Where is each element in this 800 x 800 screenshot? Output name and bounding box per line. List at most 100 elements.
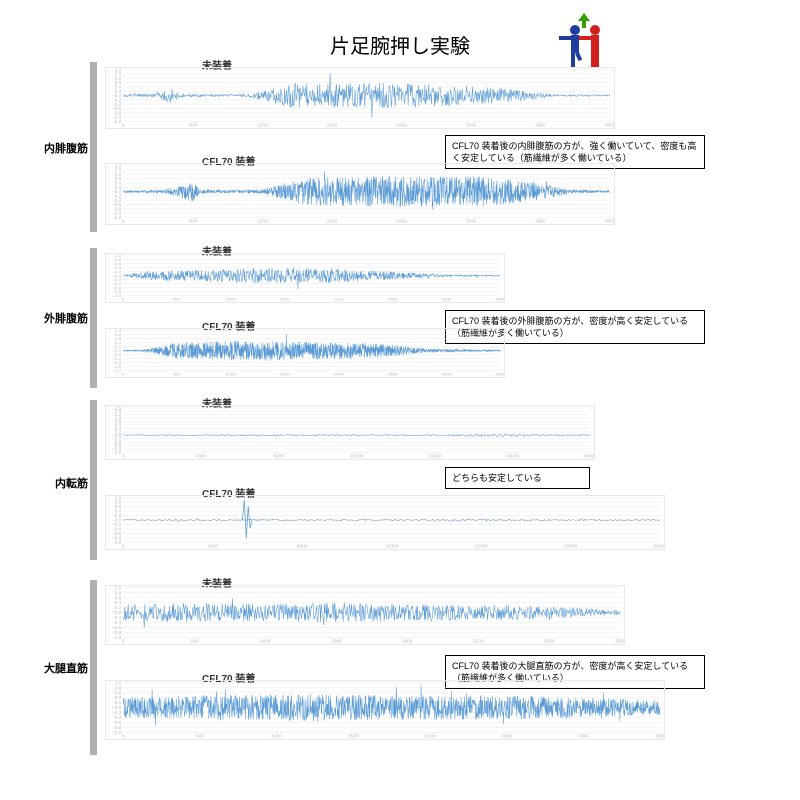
svg-text:-0.8: -0.8 bbox=[113, 536, 122, 541]
svg-text:1500: 1500 bbox=[348, 734, 359, 739]
svg-text:-0.4: -0.4 bbox=[113, 282, 122, 287]
svg-text:-1.0: -1.0 bbox=[113, 211, 122, 216]
svg-text:1000: 1000 bbox=[257, 219, 268, 224]
section-bar bbox=[90, 62, 97, 232]
svg-text:-0.6: -0.6 bbox=[113, 106, 122, 111]
svg-text:0.2: 0.2 bbox=[115, 89, 122, 94]
svg-text:-0.0: -0.0 bbox=[113, 610, 122, 615]
svg-text:1.0: 1.0 bbox=[115, 329, 122, 333]
svg-text:-0.4: -0.4 bbox=[113, 715, 122, 720]
svg-text:0: 0 bbox=[122, 734, 125, 739]
svg-text:3000: 3000 bbox=[441, 372, 452, 377]
svg-text:-0.0: -0.0 bbox=[113, 93, 122, 98]
svg-text:1500: 1500 bbox=[327, 123, 338, 128]
svg-text:0.2: 0.2 bbox=[115, 701, 122, 706]
svg-text:3500: 3500 bbox=[605, 219, 614, 224]
svg-text:-0.2: -0.2 bbox=[113, 523, 122, 528]
svg-text:0: 0 bbox=[122, 639, 125, 644]
svg-text:-0.8: -0.8 bbox=[113, 207, 122, 212]
svg-text:-1.0: -1.0 bbox=[113, 115, 122, 120]
svg-text:0: 0 bbox=[122, 454, 125, 459]
svg-text:1500: 1500 bbox=[331, 639, 342, 644]
svg-text:0.8: 0.8 bbox=[115, 172, 122, 177]
svg-text:0.4: 0.4 bbox=[115, 509, 122, 514]
svg-text:500: 500 bbox=[189, 219, 197, 224]
svg-text:-0.2: -0.2 bbox=[113, 710, 122, 715]
svg-text:0.8: 0.8 bbox=[115, 76, 122, 81]
svg-text:-1.0: -1.0 bbox=[113, 635, 122, 640]
svg-text:2000: 2000 bbox=[333, 297, 344, 302]
svg-text:-1.0: -1.0 bbox=[113, 294, 122, 299]
svg-text:0.6: 0.6 bbox=[115, 177, 122, 182]
svg-text:3000: 3000 bbox=[441, 297, 452, 302]
svg-text:4000: 4000 bbox=[207, 544, 218, 549]
svg-text:1.0: 1.0 bbox=[115, 254, 122, 258]
emg-chart: -1.0-0.8-0.6-0.4-0.2-0.00.20.40.60.81.00… bbox=[105, 253, 505, 303]
svg-text:-0.8: -0.8 bbox=[113, 365, 122, 370]
svg-text:1000: 1000 bbox=[257, 123, 268, 128]
experiment-icon bbox=[555, 10, 615, 70]
svg-text:-0.4: -0.4 bbox=[113, 620, 122, 625]
svg-text:-0.8: -0.8 bbox=[113, 725, 122, 730]
svg-text:3000: 3000 bbox=[578, 734, 589, 739]
section-bar bbox=[90, 580, 97, 755]
svg-text:20000: 20000 bbox=[564, 544, 578, 549]
svg-text:20000: 20000 bbox=[506, 454, 520, 459]
muscle-label: 外腓腹筋 bbox=[0, 310, 88, 326]
svg-text:-0.6: -0.6 bbox=[113, 720, 122, 725]
svg-text:1000: 1000 bbox=[226, 372, 237, 377]
svg-text:1.2: 1.2 bbox=[115, 68, 122, 72]
svg-text:-0.4: -0.4 bbox=[113, 357, 122, 362]
svg-text:2000: 2000 bbox=[425, 734, 436, 739]
svg-text:500: 500 bbox=[173, 372, 181, 377]
svg-text:0.4: 0.4 bbox=[115, 181, 122, 186]
svg-text:0: 0 bbox=[122, 123, 125, 128]
svg-text:0: 0 bbox=[122, 544, 125, 549]
emg-chart: -1.0-0.8-0.6-0.4-0.2-0.00.20.40.60.81.00… bbox=[105, 585, 625, 645]
svg-text:0.6: 0.6 bbox=[115, 337, 122, 342]
svg-text:-0.2: -0.2 bbox=[113, 353, 122, 358]
svg-text:-0.6: -0.6 bbox=[113, 361, 122, 366]
section-bar bbox=[90, 248, 97, 388]
svg-text:0.4: 0.4 bbox=[115, 601, 122, 606]
svg-text:0.6: 0.6 bbox=[115, 691, 122, 696]
muscle-label: 内腓腹筋 bbox=[0, 140, 88, 156]
svg-text:-1.0: -1.0 bbox=[113, 730, 122, 735]
svg-text:-1.0: -1.0 bbox=[113, 369, 122, 374]
svg-text:16000: 16000 bbox=[475, 544, 489, 549]
svg-text:0.6: 0.6 bbox=[115, 596, 122, 601]
svg-text:0.6: 0.6 bbox=[115, 81, 122, 86]
svg-text:3500: 3500 bbox=[605, 123, 614, 128]
svg-text:0.8: 0.8 bbox=[115, 333, 122, 338]
section-bar bbox=[90, 400, 97, 560]
svg-text:0.4: 0.4 bbox=[115, 266, 122, 271]
svg-text:12000: 12000 bbox=[385, 544, 399, 549]
svg-text:2500: 2500 bbox=[501, 734, 512, 739]
emg-chart: -1.0-0.8-0.6-0.4-0.2-0.00.20.40.60.81.00… bbox=[105, 328, 505, 378]
svg-text:1000: 1000 bbox=[271, 734, 282, 739]
svg-text:2000: 2000 bbox=[402, 639, 413, 644]
svg-text:1.2: 1.2 bbox=[115, 164, 122, 168]
svg-text:2000: 2000 bbox=[333, 372, 344, 377]
svg-text:1.0: 1.0 bbox=[115, 496, 122, 500]
svg-text:2500: 2500 bbox=[387, 372, 398, 377]
svg-text:0: 0 bbox=[122, 372, 125, 377]
svg-text:3500: 3500 bbox=[655, 734, 664, 739]
svg-text:1000: 1000 bbox=[226, 297, 237, 302]
svg-text:-0.6: -0.6 bbox=[113, 531, 122, 536]
svg-text:-0.2: -0.2 bbox=[113, 98, 122, 103]
svg-text:0.8: 0.8 bbox=[115, 500, 122, 505]
svg-text:16000: 16000 bbox=[428, 454, 442, 459]
svg-text:-0.6: -0.6 bbox=[113, 625, 122, 630]
page-title: 片足腕押し実験 bbox=[0, 30, 800, 59]
svg-text:0.4: 0.4 bbox=[115, 696, 122, 701]
svg-text:0: 0 bbox=[122, 219, 125, 224]
svg-text:1500: 1500 bbox=[279, 372, 290, 377]
svg-text:-0.2: -0.2 bbox=[113, 615, 122, 620]
annotation-box: どちらも安定している bbox=[445, 467, 590, 489]
svg-text:3500: 3500 bbox=[495, 372, 504, 377]
svg-text:-1.2: -1.2 bbox=[113, 215, 122, 220]
muscle-label: 大腿直筋 bbox=[0, 660, 88, 676]
svg-text:2000: 2000 bbox=[396, 123, 407, 128]
emg-chart: -1.0-0.8-0.6-0.4-0.2-0.00.20.40.60.81.01… bbox=[105, 405, 595, 460]
